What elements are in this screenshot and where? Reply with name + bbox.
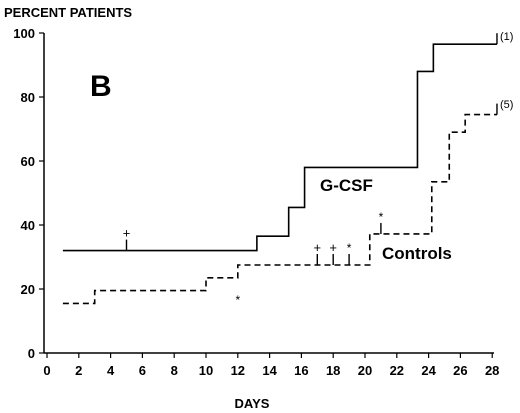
x-tick-label: 4	[107, 363, 115, 378]
x-tick-label: 6	[139, 363, 146, 378]
controls-end-count: (5)	[500, 99, 513, 111]
y-tick-label: 60	[21, 154, 35, 169]
x-tick-label: 22	[390, 363, 404, 378]
x-tick-label: 2	[75, 363, 82, 378]
x-tick-label: 26	[453, 363, 467, 378]
y-axis-label: PERCENT PATIENTS	[4, 5, 132, 20]
y-tick-label: 80	[21, 90, 35, 105]
x-tick-label: 14	[262, 363, 277, 378]
y-tick-label: 20	[21, 282, 35, 297]
y-tick-label: 100	[13, 26, 35, 41]
series-label-gcsf: G-CSF	[320, 176, 373, 195]
censor-symbol-g-csf: +	[123, 226, 131, 241]
x-tick-label: 10	[199, 363, 213, 378]
y-tick-label: 40	[21, 218, 35, 233]
x-tick-label: 12	[231, 363, 245, 378]
series-line-controls	[62, 113, 497, 305]
x-tick-label: 28	[485, 363, 499, 378]
x-tick-label: 18	[326, 363, 340, 378]
x-tick-label: 0	[43, 363, 50, 378]
censor-symbol-controls: +	[329, 240, 337, 255]
x-tick-label: 16	[294, 363, 308, 378]
censor-symbol-controls: *	[347, 241, 352, 255]
censor-symbol-controls: *	[379, 210, 384, 224]
x-axis-label: DAYS	[235, 396, 270, 411]
event-symbol-controls: *	[235, 293, 240, 307]
x-tick-label: 24	[421, 363, 436, 378]
series-line-g-csf	[62, 43, 497, 252]
gcsf-end-count: (1)	[500, 31, 513, 43]
y-tick-label: 0	[28, 346, 35, 361]
series-label-controls: Controls	[382, 244, 452, 263]
x-tick-label: 8	[171, 363, 178, 378]
x-tick-label: 20	[358, 363, 372, 378]
panel-label: B	[90, 70, 112, 103]
series-layer: + + + * * *	[62, 33, 498, 307]
censor-symbol-controls: +	[314, 240, 322, 255]
